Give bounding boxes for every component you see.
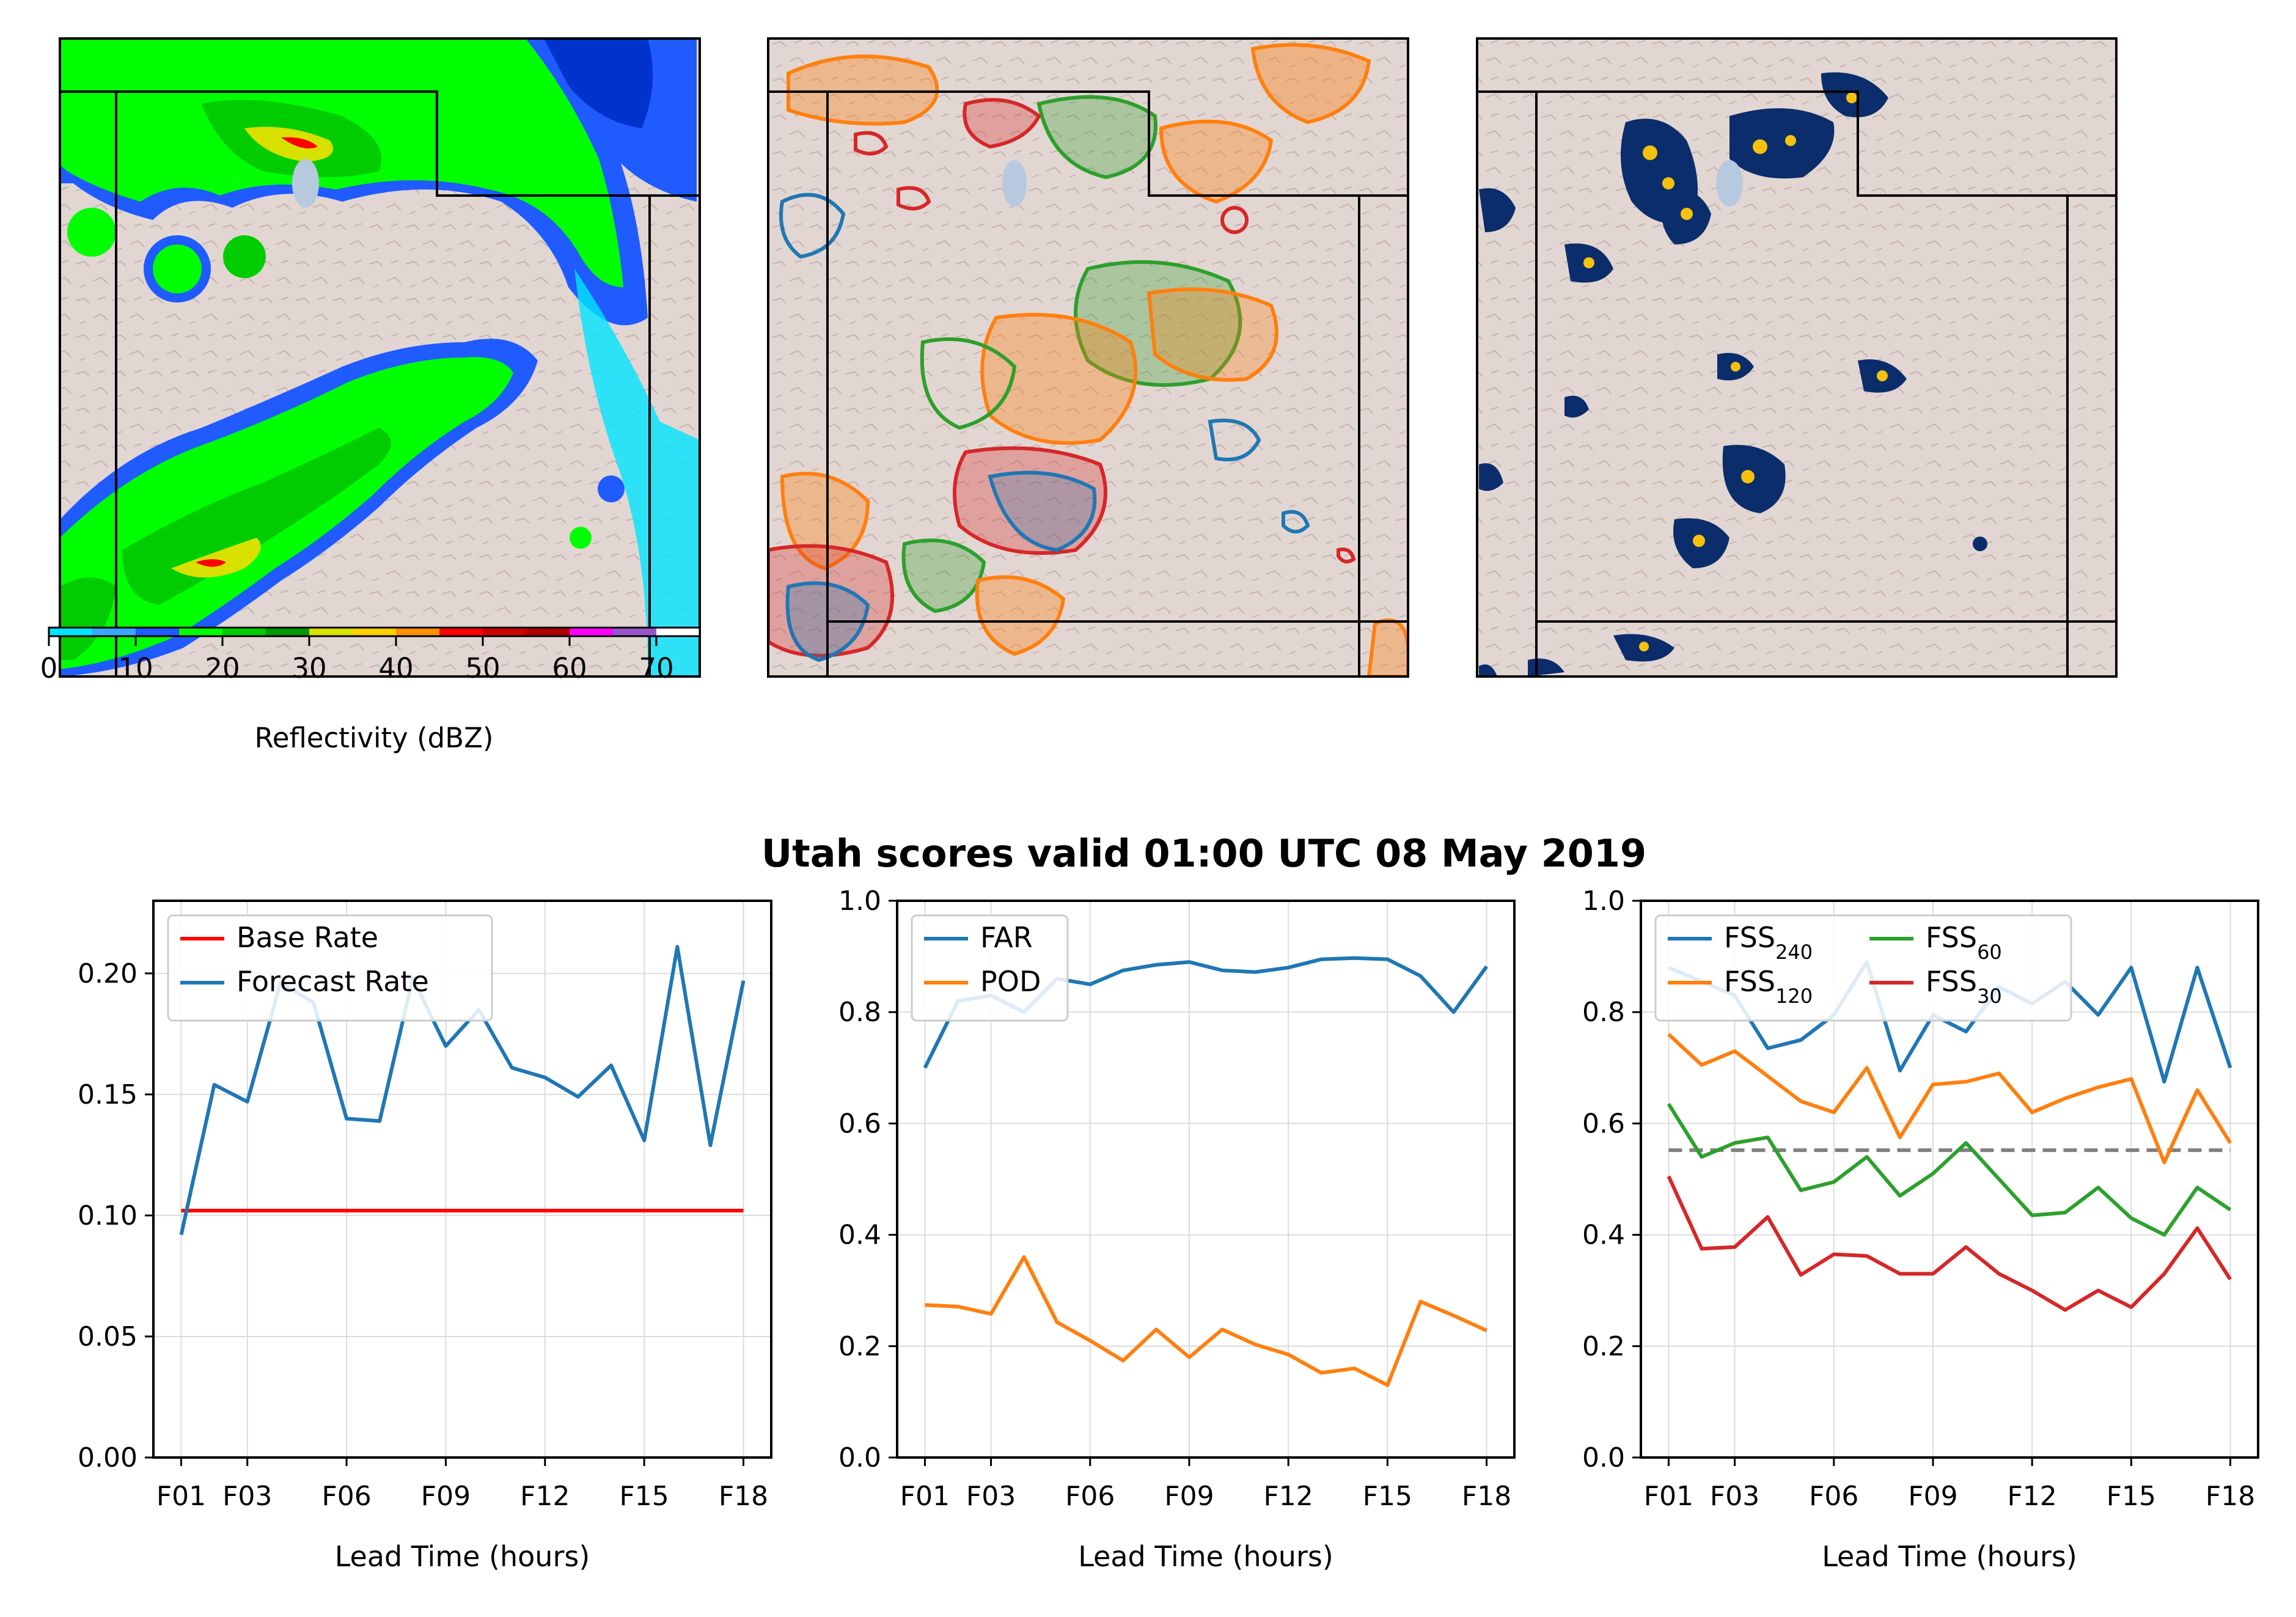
y-tick-label: 0.8: [838, 997, 881, 1028]
colorbar-band: [526, 628, 570, 636]
x-tick-label: F15: [1363, 1481, 1412, 1512]
x-tick-label: F18: [2206, 1481, 2255, 1512]
legend-label: Forecast Rate: [237, 965, 429, 998]
legend-label: POD: [980, 965, 1041, 998]
y-tick-label: 0.05: [78, 1321, 138, 1352]
colorbar-band: [222, 628, 266, 636]
scores-title: Utah scores valid 01:00 UTC 08 May 2019: [761, 831, 1646, 876]
far-pod-chart: 0.0 0.2 0.4 0.6 0.8 1.0 F01 F03 F06 F09 F12 F15 F18 L…: [838, 886, 1516, 1573]
y-tick-label: 0.0: [838, 1442, 881, 1473]
y-tick-label: 0.4: [838, 1220, 881, 1251]
axes-frame: [896, 900, 1516, 1459]
y-tick-label: 0.10: [78, 1200, 138, 1231]
x-axis-label: Lead Time (hours): [1078, 1540, 1333, 1573]
reflectivity-colorbar: 0 10 20 30 40 50 60 70: [40, 626, 701, 684]
x-tick-label: F09: [1164, 1481, 1214, 1512]
colorbar-tick-label: 0: [40, 652, 58, 684]
colorbar-band: [92, 628, 136, 636]
x-tick-label: F01: [900, 1481, 950, 1512]
colorbar-tick-label: 30: [292, 652, 326, 684]
colorbar-band: [49, 628, 92, 636]
x-tick-label: F06: [1065, 1481, 1115, 1512]
colorbar-tick-label: 10: [118, 652, 153, 684]
colorbar-band: [613, 628, 656, 636]
map-objects-panel: [1476, 37, 2118, 678]
y-tick-label: 0.6: [838, 1108, 881, 1139]
ensemble-contours: [768, 43, 1408, 676]
x-tick-label: F15: [620, 1481, 669, 1512]
colorbar-band: [266, 628, 309, 636]
series-line-fss240: [1668, 960, 2232, 1084]
colorbar-band: [179, 628, 222, 636]
colorbar-band: [483, 628, 526, 636]
colorbar-band: [396, 628, 439, 636]
legend-subscript: 60: [1977, 941, 2002, 964]
colorbar-label: Reflectivity (dBZ): [255, 722, 494, 754]
colorbar-tick-label: 20: [205, 652, 240, 684]
storm-objects: [1479, 72, 1987, 676]
axes-frame: [152, 900, 772, 1459]
x-tick-label: F03: [1710, 1481, 1759, 1512]
fss-chart: 0.0 0.2 0.4 0.6 0.8 1.0 F01 F03 F06 F09 F12 F15 F18 L…: [1582, 886, 2259, 1573]
reflectivity-field: [60, 38, 700, 676]
colorbar-tick-label: 60: [552, 652, 587, 684]
legend-box: [167, 914, 493, 1022]
colorbar-tick-label: 40: [378, 652, 413, 684]
legend-box: [911, 914, 1069, 1022]
colorbar-frame: [48, 626, 701, 637]
x-tick-label: F18: [1462, 1481, 1511, 1512]
x-tick-label: F12: [520, 1481, 570, 1512]
x-tick-label: F03: [966, 1481, 1016, 1512]
x-tick-label: F15: [2107, 1481, 2156, 1512]
x-tick-label: F06: [321, 1481, 371, 1512]
x-tick-label: F06: [1809, 1481, 1858, 1512]
y-tick-label: 0.00: [78, 1442, 138, 1473]
colorbar-band: [309, 628, 353, 636]
x-tick-label: F01: [1644, 1481, 1693, 1512]
y-tick-label: 1.0: [838, 886, 881, 917]
x-tick-label: F09: [1908, 1481, 1957, 1512]
x-tick-label: F12: [1264, 1481, 1313, 1512]
y-tick-label: 0.8: [1582, 997, 1625, 1028]
x-tick-label: F01: [156, 1481, 206, 1512]
colorbar-band: [136, 628, 179, 636]
colorbar-tick-label: 70: [639, 652, 673, 684]
y-tick-label: 0.4: [1582, 1220, 1625, 1251]
x-tick-label: F03: [222, 1481, 272, 1512]
legend-subscript: 30: [1977, 985, 2002, 1008]
series-line-pod: [925, 1255, 1487, 1387]
series-line-fss120: [1667, 1033, 2232, 1165]
map-reflectivity-panel: [59, 37, 701, 678]
legend-label: Base Rate: [237, 921, 378, 954]
colorbar-band: [570, 628, 613, 636]
colorbar-band: [656, 628, 700, 636]
y-tick-label: 0.20: [78, 958, 138, 989]
series-line-fss60: [1667, 1102, 2232, 1237]
legend-box: [1654, 914, 2072, 1022]
colorbar-band: [353, 628, 396, 636]
legend-label: FAR: [980, 921, 1033, 954]
y-tick-label: 0.0: [1582, 1442, 1625, 1473]
legend-subscript: 120: [1775, 985, 1813, 1008]
y-tick-label: 0.2: [838, 1331, 881, 1362]
x-tick-label: F12: [2008, 1481, 2057, 1512]
y-tick-label: 0.2: [1582, 1331, 1625, 1362]
x-tick-label: F18: [719, 1481, 768, 1512]
x-axis-label: Lead Time (hours): [1822, 1540, 2077, 1573]
map-contour-panel: [767, 37, 1409, 678]
rate-chart: 0.00 0.05 0.10 0.15 0.20 F01 F03 F06 F09 F12 F15 F1…: [78, 900, 772, 1573]
y-tick-label: 0.6: [1582, 1108, 1625, 1139]
colorbar-tick-label: 50: [465, 652, 500, 684]
x-axis-label: Lead Time (hours): [335, 1540, 590, 1573]
y-tick-label: 1.0: [1582, 886, 1625, 917]
axes-frame: [1640, 900, 2259, 1459]
y-tick-label: 0.15: [78, 1079, 138, 1110]
colorbar-band: [439, 628, 483, 636]
x-tick-label: F09: [421, 1481, 471, 1512]
series-line-fss30: [1667, 1175, 2232, 1312]
legend-subscript: 240: [1775, 941, 1813, 964]
